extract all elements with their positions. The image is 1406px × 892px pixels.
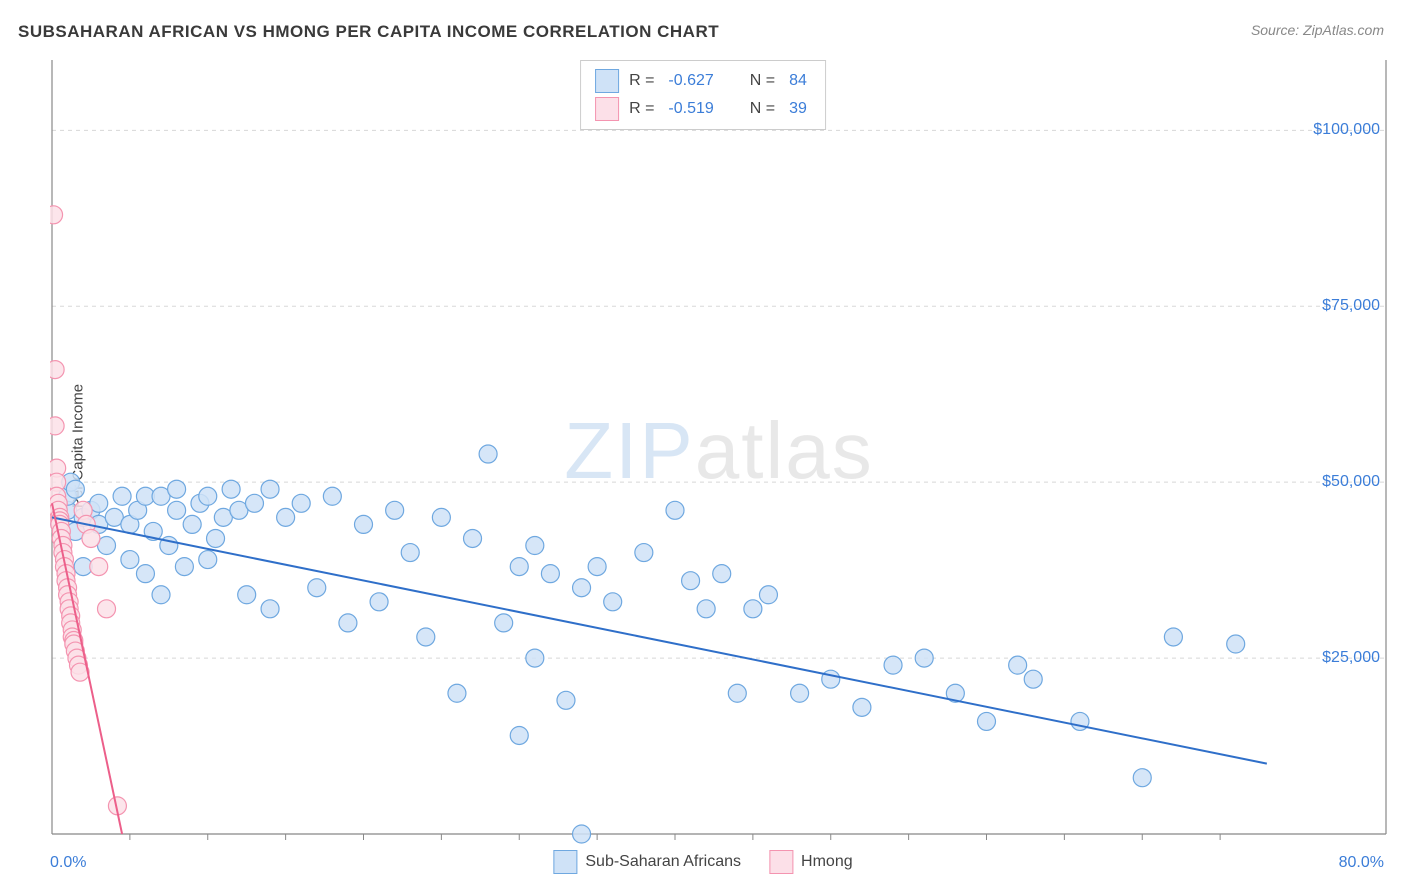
legend-label: Hmong <box>801 853 853 871</box>
source-attribution: Source: ZipAtlas.com <box>1251 22 1384 38</box>
y-tick-label: $100,000 <box>1313 121 1380 139</box>
n-label: N = <box>750 72 775 90</box>
legend-swatch-icon <box>595 69 619 93</box>
chart-container: SUBSAHARAN AFRICAN VS HMONG PER CAPITA I… <box>0 0 1406 892</box>
x-axis-max-label: 80.0% <box>1339 854 1384 872</box>
correlation-legend-row: R = -0.519 N = 39 <box>595 95 811 123</box>
n-value: 84 <box>789 72 807 90</box>
r-label: R = <box>629 100 654 118</box>
x-axis-min-label: 0.0% <box>50 854 86 872</box>
legend-item: Hmong <box>769 850 853 874</box>
chart-svg <box>50 58 1388 844</box>
legend-item: Sub-Saharan Africans <box>553 850 741 874</box>
n-label: N = <box>750 100 775 118</box>
plot-area: ZIPatlas <box>50 58 1388 844</box>
correlation-legend: R = -0.627 N = 84 R = -0.519 N = 39 <box>580 60 826 130</box>
y-tick-label: $75,000 <box>1322 297 1380 315</box>
legend-label: Sub-Saharan Africans <box>585 853 741 871</box>
chart-title: SUBSAHARAN AFRICAN VS HMONG PER CAPITA I… <box>18 22 719 42</box>
r-label: R = <box>629 72 654 90</box>
n-value: 39 <box>789 100 807 118</box>
legend-swatch-icon <box>769 850 793 874</box>
y-tick-label: $25,000 <box>1322 649 1380 667</box>
y-tick-label: $50,000 <box>1322 473 1380 491</box>
r-value: -0.627 <box>668 72 713 90</box>
legend-swatch-icon <box>553 850 577 874</box>
correlation-legend-row: R = -0.627 N = 84 <box>595 67 811 95</box>
series-legend: Sub-Saharan Africans Hmong <box>553 850 852 874</box>
r-value: -0.519 <box>668 100 713 118</box>
legend-swatch-icon <box>595 97 619 121</box>
